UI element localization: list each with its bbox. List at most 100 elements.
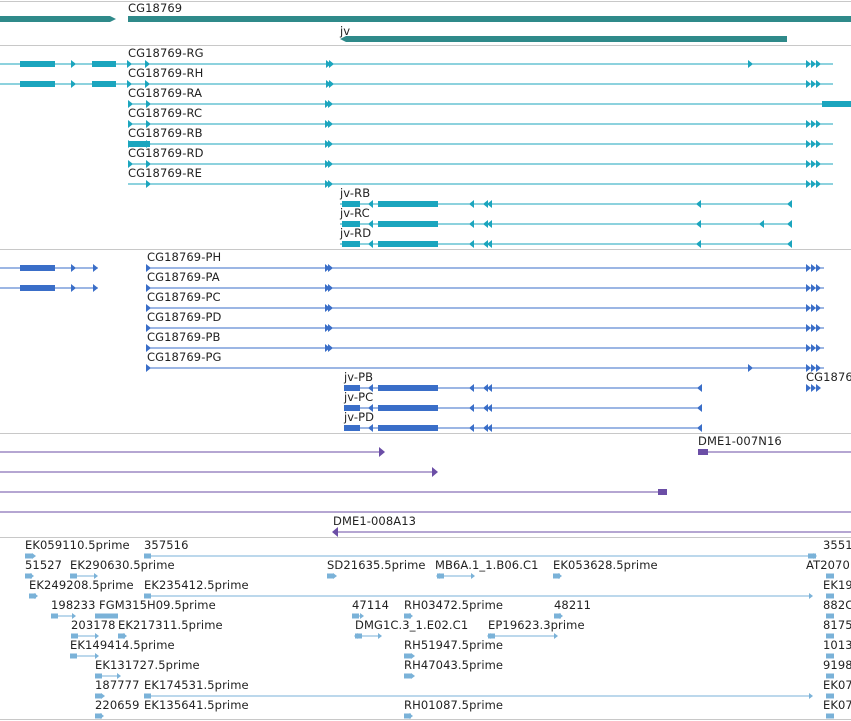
transcript-label[interactable]: jv-RD [340, 226, 372, 240]
est-block[interactable] [25, 573, 32, 579]
est-block[interactable] [826, 633, 834, 639]
est-label[interactable]: RH03472.5prime [404, 598, 504, 612]
gene-glyph[interactable] [0, 16, 116, 22]
est-block[interactable] [404, 613, 411, 619]
est-label[interactable]: 220659 [95, 698, 140, 712]
est-block[interactable] [826, 693, 834, 699]
est-label[interactable]: SD21635.5prime [327, 558, 426, 572]
est-label[interactable]: EK19 [823, 578, 851, 592]
est-label[interactable]: 187777 [95, 678, 140, 692]
est-block[interactable] [826, 673, 834, 679]
transcript-label[interactable]: CG18769-RE [128, 166, 202, 180]
clone-label[interactable]: DME1-008A13 [333, 514, 417, 528]
exon-block[interactable] [344, 425, 360, 431]
exon-block[interactable] [92, 81, 116, 87]
est-block[interactable] [826, 713, 834, 719]
exon-block[interactable] [378, 241, 438, 247]
est-label[interactable]: 3551 [823, 538, 851, 552]
exon-block[interactable] [92, 61, 116, 67]
est-label[interactable]: DMG1C.3_1.E02.C1 [355, 618, 469, 632]
protein-label[interactable]: jv-PB [344, 370, 374, 384]
clone-glyph[interactable] [698, 449, 708, 455]
est-label[interactable]: EK07 [823, 698, 851, 712]
exon-block[interactable] [342, 201, 360, 207]
est-block[interactable] [826, 593, 834, 599]
transcript-label[interactable]: CG18769-RG [128, 46, 204, 60]
est-label[interactable]: EP19623.3prime [488, 618, 585, 632]
est-block[interactable] [553, 573, 560, 579]
est-block[interactable] [95, 613, 118, 619]
clone-label[interactable]: DME1-007N16 [698, 434, 782, 448]
protein-label[interactable]: jv-PC [344, 390, 374, 404]
est-block[interactable] [71, 633, 78, 639]
exon-block[interactable] [20, 285, 55, 291]
exon-block[interactable] [822, 101, 851, 107]
exon-block[interactable] [378, 425, 438, 431]
gene-glyph[interactable] [340, 36, 787, 42]
est-block[interactable] [437, 573, 444, 579]
protein-label[interactable]: CG18769-PA [147, 270, 220, 284]
est-block[interactable] [51, 613, 58, 619]
protein-label[interactable]: CG18769-PD [147, 310, 222, 324]
est-block[interactable] [404, 673, 411, 679]
est-block[interactable] [144, 693, 151, 699]
est-label[interactable]: EK135641.5prime [144, 698, 249, 712]
est-block[interactable] [70, 573, 77, 579]
est-label[interactable]: 9198 [823, 658, 851, 672]
transcript-label[interactable]: CG18769-RC [128, 106, 203, 120]
est-label[interactable]: 203178 [71, 618, 116, 632]
est-label[interactable]: EK217311.5prime [118, 618, 223, 632]
exon-block[interactable] [378, 221, 438, 227]
protein-label[interactable]: CG18769-PH [147, 250, 222, 264]
protein-label[interactable]: CG18769-PB [147, 330, 221, 344]
gene-glyph[interactable] [128, 16, 851, 22]
est-block[interactable] [144, 553, 151, 559]
est-block[interactable] [826, 653, 834, 659]
exon-block[interactable] [378, 385, 438, 391]
est-label[interactable]: EK131727.5prime [95, 658, 200, 672]
est-block[interactable] [826, 573, 834, 579]
exon-block[interactable] [378, 405, 438, 411]
est-label[interactable]: EK053628.5prime [553, 558, 658, 572]
est-block[interactable] [826, 613, 834, 619]
est-block[interactable] [95, 693, 102, 699]
est-block[interactable] [29, 593, 36, 599]
transcript-label[interactable]: jv-RC [340, 206, 370, 220]
protein-label[interactable]: CG18769-PC [147, 290, 221, 304]
exon-block[interactable] [20, 61, 55, 67]
est-block[interactable] [70, 653, 77, 659]
est-label[interactable]: RH51947.5prime [404, 638, 504, 652]
protein-label[interactable]: jv-PD [344, 410, 375, 424]
clone-glyph[interactable] [658, 489, 667, 495]
exon-block[interactable] [344, 405, 360, 411]
est-label[interactable]: 51527 [25, 558, 63, 572]
est-block[interactable] [404, 713, 411, 719]
est-label[interactable]: RH47043.5prime [404, 658, 504, 672]
est-label[interactable]: RH01087.5prime [404, 698, 504, 712]
est-label[interactable]: 47114 [352, 598, 390, 612]
est-label[interactable]: EK235412.5prime [144, 578, 249, 592]
est-label[interactable]: FGM315H09.5prime [99, 598, 216, 612]
exon-block[interactable] [342, 221, 360, 227]
transcript-label[interactable]: CG18769-RA [128, 86, 203, 100]
est-block[interactable] [95, 713, 102, 719]
est-label[interactable]: EK149414.5prime [70, 638, 175, 652]
est-block[interactable] [355, 633, 362, 639]
est-block[interactable] [554, 613, 561, 619]
est-label[interactable]: EK290630.5prime [70, 558, 175, 572]
est-label[interactable]: 198233 [51, 598, 96, 612]
est-label[interactable]: EK07 [823, 678, 851, 692]
exon-block[interactable] [128, 141, 150, 147]
est-label[interactable]: AT2070 [806, 558, 850, 572]
exon-block[interactable] [20, 81, 55, 87]
est-label[interactable]: 8175 [823, 618, 851, 632]
est-label[interactable]: EK059110.5prime [25, 538, 130, 552]
transcript-label[interactable]: CG18769-RD [128, 146, 204, 160]
exon-block[interactable] [378, 201, 438, 207]
est-block[interactable] [25, 553, 32, 559]
protein-label[interactable]: CG1876 [806, 370, 851, 384]
est-label[interactable]: 1013 [823, 638, 851, 652]
est-block[interactable] [808, 553, 816, 559]
est-label[interactable]: 48211 [554, 598, 592, 612]
est-block[interactable] [118, 633, 125, 639]
